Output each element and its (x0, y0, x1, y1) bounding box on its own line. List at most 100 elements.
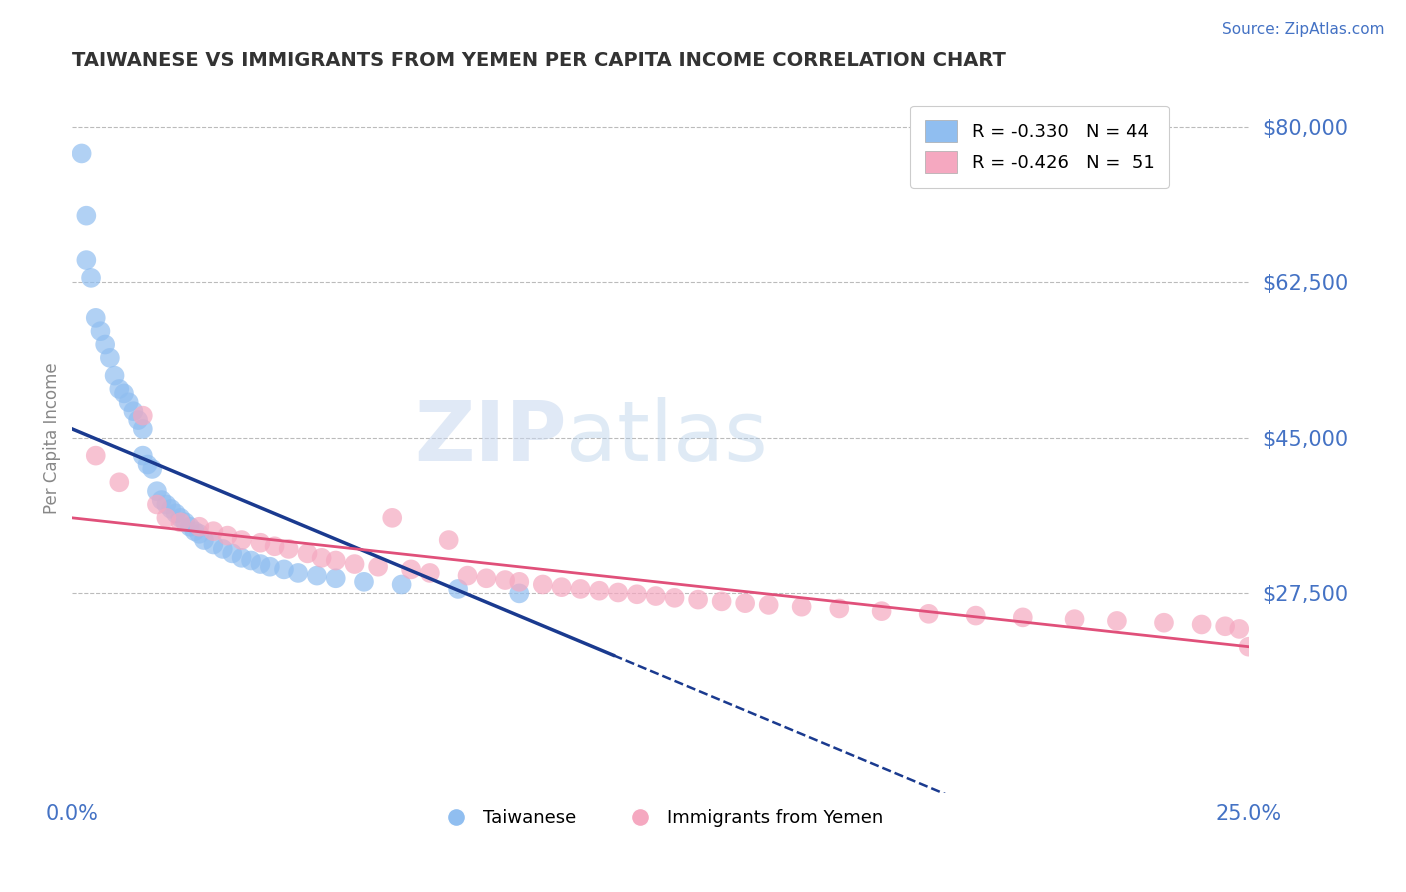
Point (80, 271, 103, 285)
Point (305, 568, 328, 582)
Point (127, 413, 149, 427)
Point (150, 493, 173, 508)
Point (531, 577, 554, 591)
Point (644, 589, 666, 603)
Point (118, 395, 141, 409)
Point (231, 533, 253, 547)
Text: Source: ZipAtlas.com: Source: ZipAtlas.com (1222, 22, 1385, 37)
Point (84, 449, 107, 463)
Point (122, 404, 145, 418)
Point (1227, 622, 1250, 636)
Point (607, 585, 630, 599)
Point (475, 571, 498, 585)
Point (188, 526, 211, 541)
Point (287, 566, 309, 580)
Point (108, 475, 131, 490)
Point (381, 511, 404, 525)
Point (136, 458, 159, 472)
Point (155, 511, 177, 525)
Point (419, 566, 441, 580)
Point (112, 386, 135, 401)
Point (169, 516, 191, 530)
Point (98, 351, 121, 365)
Point (325, 571, 347, 585)
Point (457, 568, 479, 582)
Point (569, 582, 592, 596)
Point (146, 498, 169, 512)
Point (508, 586, 530, 600)
Point (183, 524, 205, 538)
Point (202, 537, 225, 551)
Point (103, 368, 125, 383)
Point (367, 559, 389, 574)
Point (259, 559, 281, 574)
Point (664, 591, 686, 605)
Legend: Taiwanese, Immigrants from Yemen: Taiwanese, Immigrants from Yemen (430, 802, 890, 834)
Point (94, 337, 117, 351)
Point (202, 524, 225, 538)
Point (263, 539, 285, 553)
Point (108, 382, 131, 396)
Point (217, 528, 239, 542)
Point (734, 596, 756, 610)
Point (155, 498, 177, 512)
Point (146, 484, 169, 499)
Text: atlas: atlas (567, 397, 768, 478)
Point (828, 601, 851, 615)
Point (1191, 617, 1213, 632)
Point (174, 516, 197, 530)
Point (626, 587, 648, 601)
Point (193, 533, 215, 547)
Point (141, 462, 163, 476)
Point (75, 253, 97, 268)
Point (165, 507, 187, 521)
Point (391, 577, 413, 591)
Point (231, 550, 253, 565)
Point (297, 546, 319, 560)
Point (179, 519, 201, 533)
Point (70, 146, 93, 161)
Point (758, 598, 780, 612)
Point (710, 594, 733, 608)
Point (1011, 610, 1033, 624)
Point (277, 541, 299, 556)
Y-axis label: Per Capita Income: Per Capita Income (44, 362, 60, 514)
Point (211, 541, 233, 556)
Point (588, 583, 610, 598)
Point (1153, 615, 1175, 630)
Point (353, 574, 375, 589)
Text: TAIWANESE VS IMMIGRANTS FROM YEMEN PER CAPITA INCOME CORRELATION CHART: TAIWANESE VS IMMIGRANTS FROM YEMEN PER C… (72, 51, 1007, 70)
Point (84, 310, 107, 325)
Point (1105, 614, 1128, 628)
Point (273, 562, 295, 576)
Point (447, 582, 470, 596)
Text: ZIP: ZIP (413, 397, 567, 478)
Point (160, 502, 183, 516)
Point (494, 573, 516, 587)
Point (249, 557, 271, 571)
Point (325, 553, 347, 567)
Point (240, 553, 263, 567)
Point (437, 533, 460, 547)
Point (508, 574, 530, 589)
Point (1063, 612, 1085, 626)
Point (343, 557, 366, 571)
Point (132, 449, 155, 463)
Point (188, 519, 211, 533)
Point (399, 562, 422, 576)
Point (688, 592, 710, 607)
Point (132, 409, 155, 423)
Point (221, 546, 243, 560)
Point (550, 580, 572, 594)
Point (249, 535, 271, 549)
Point (1237, 640, 1260, 654)
Point (965, 608, 987, 623)
Point (169, 511, 191, 525)
Point (132, 422, 155, 436)
Point (311, 550, 333, 565)
Point (89, 324, 111, 338)
Point (1213, 619, 1236, 633)
Point (918, 607, 941, 621)
Point (790, 599, 813, 614)
Point (75, 209, 97, 223)
